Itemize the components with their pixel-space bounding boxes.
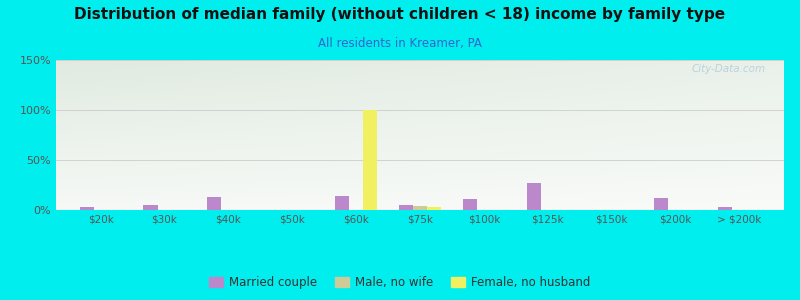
Bar (80, 207, 94, 210)
Bar (207, 197, 222, 210)
Bar (399, 205, 413, 210)
Bar (654, 198, 669, 210)
Text: City-Data.com: City-Data.com (692, 64, 766, 74)
Bar (363, 110, 378, 210)
Bar (143, 205, 158, 210)
Bar (462, 199, 477, 210)
Bar (526, 183, 541, 210)
Text: Distribution of median family (without children < 18) income by family type: Distribution of median family (without c… (74, 8, 726, 22)
Bar (413, 206, 427, 210)
Bar (427, 207, 441, 210)
Legend: Married couple, Male, no wife, Female, no husband: Married couple, Male, no wife, Female, n… (205, 272, 595, 294)
Text: All residents in Kreamer, PA: All residents in Kreamer, PA (318, 38, 482, 50)
Bar (718, 207, 732, 210)
Bar (335, 196, 349, 210)
